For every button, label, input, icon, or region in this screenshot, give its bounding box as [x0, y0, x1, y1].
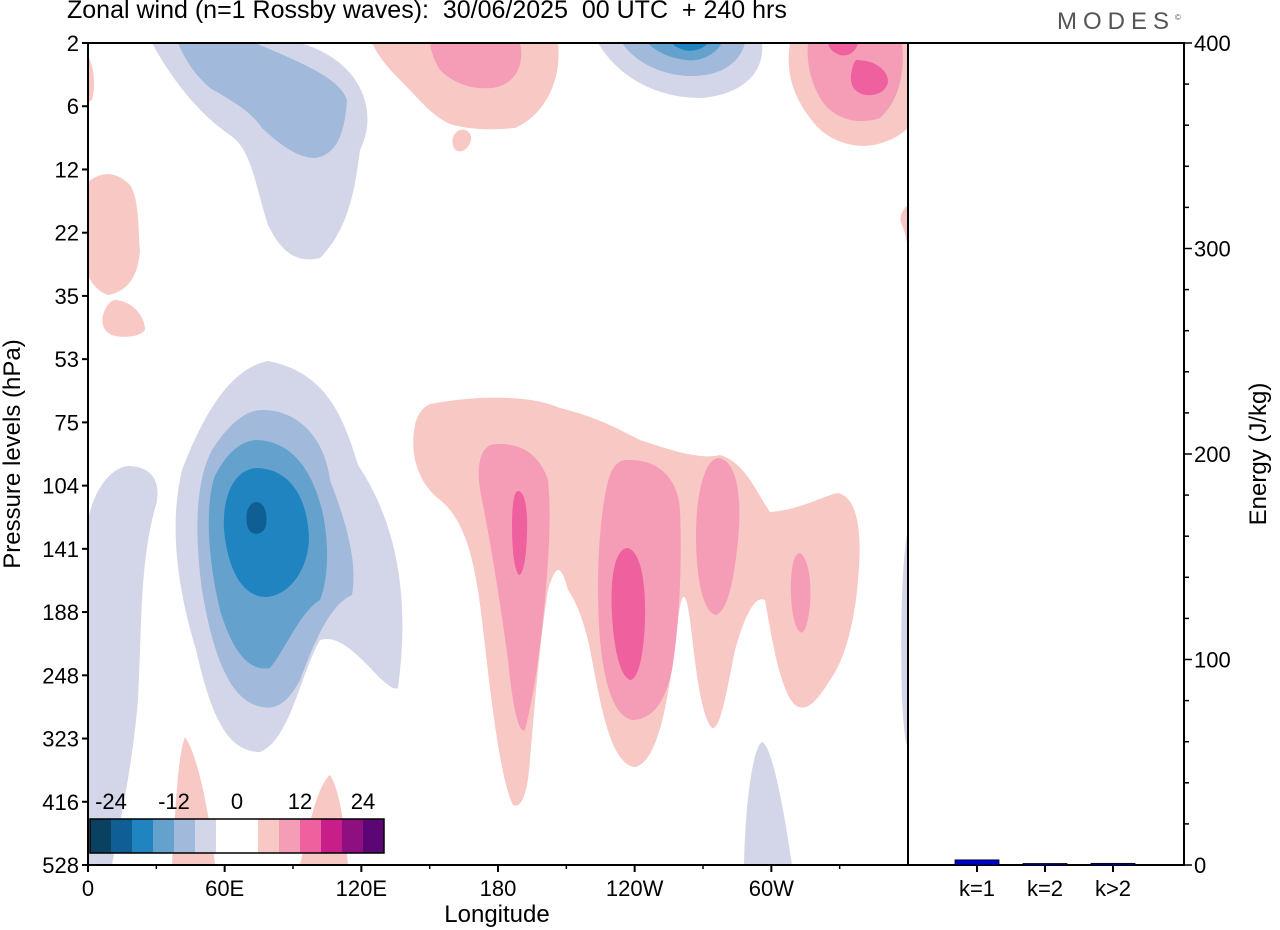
y-tick-label: 6: [67, 94, 79, 119]
contour-positive-lev2d: [790, 553, 811, 633]
brand-text: MODES: [1057, 8, 1176, 35]
contour-negative-west-band: [88, 466, 158, 865]
colorbar-tick-label: -12: [158, 789, 190, 814]
colorbar-swatch: [279, 819, 300, 853]
contour-negative-tr-lev3: [648, 43, 722, 61]
y-tick-label: 528: [42, 853, 79, 878]
energy-category-label: k=2: [1027, 876, 1063, 901]
y-tick-label: 22: [55, 221, 79, 246]
x-tick-label: 180: [480, 876, 517, 901]
y-tick-label: 416: [42, 790, 79, 815]
colorbar-swatch: [153, 819, 174, 853]
chart-title: Zonal wind (n=1 Rossby waves): 30/06/202…: [67, 0, 787, 24]
colorbar-swatch: [111, 819, 132, 853]
colorbar-tick-label: -24: [95, 789, 127, 814]
y-tick-label: 104: [42, 474, 79, 499]
y-tick-label: 35: [55, 284, 79, 309]
x-tick-label: 60W: [749, 876, 794, 901]
contour-field: [88, 43, 908, 865]
energy-bar: [1090, 862, 1136, 866]
colorbar-swatch: [90, 819, 111, 853]
colorbar-tick-label: 0: [231, 789, 243, 814]
contour-negative-sfc: [744, 742, 792, 865]
colorbar-swatch: [363, 819, 384, 853]
contour-negative-east-edge: [901, 528, 908, 748]
energy-bar: [1022, 863, 1068, 866]
contour-positive-lev3b: [611, 548, 646, 680]
y-tick-label: 141: [42, 537, 79, 562]
x-axis-title: Longitude: [444, 901, 549, 928]
contour-negative-strat-lev2: [178, 43, 347, 158]
longitude-axis: 0 60E 120E 180 120W 60W: [82, 865, 841, 901]
colorbar-swatch: [258, 819, 279, 853]
contour-positive-west-top: [88, 55, 95, 102]
colorbar-tick-label: 12: [288, 789, 312, 814]
y-axis-title: Pressure levels (hPa): [0, 339, 26, 568]
contour-positive-strat2-top: [828, 43, 858, 56]
contour-positive-west-upper: [88, 174, 140, 295]
energy-tick-label: 300: [1194, 237, 1231, 262]
colorbar-swatch: [300, 819, 321, 853]
x-tick-label: 120E: [336, 876, 387, 901]
energy-tick-label: 400: [1194, 31, 1231, 56]
brand-logo: MODES©: [1057, 8, 1181, 35]
y-tick-label: 53: [55, 347, 79, 372]
y-tick-label: 188: [42, 600, 79, 625]
x-tick-label: 0: [82, 876, 94, 901]
x-tick-label: 120W: [606, 876, 664, 901]
colorbar: -24 -12 0 12 24: [89, 789, 385, 854]
contour-positive-strat2-lev3: [850, 60, 888, 96]
colorbar-swatch: [342, 819, 363, 853]
energy-bar: [954, 859, 1000, 866]
contour-positive-east-edge: [900, 205, 908, 255]
energy-panel-frame: [907, 42, 1185, 866]
pressure-axis: 2 6 12 22 35 53 75 104 141 188 248 323 416 528: [42, 31, 88, 878]
energy-category-label: k>2: [1095, 876, 1131, 901]
contour-negative-lev5: [246, 502, 267, 534]
contour-positive-strat-dot: [452, 129, 472, 152]
energy-tick-label: 100: [1194, 648, 1231, 673]
colorbar-swatch: [195, 819, 216, 853]
colorbar-swatch: [132, 819, 153, 853]
contour-positive-west-lower: [102, 300, 145, 337]
colorbar-swatch: [237, 819, 258, 853]
y-tick-label: 248: [42, 663, 79, 688]
energy-axis-title: Energy (J/kg): [1245, 383, 1272, 526]
contour-negative-lev4: [223, 468, 309, 597]
colorbar-tick-label: 24: [351, 789, 375, 814]
energy-tick-label: 0: [1194, 853, 1206, 878]
y-tick-label: 12: [55, 157, 79, 182]
energy-category-label: k=1: [959, 876, 995, 901]
colorbar-swatch: [321, 819, 342, 853]
y-tick-label: 2: [67, 31, 79, 56]
contour-positive-lev2c: [696, 458, 740, 615]
energy-axis: 0 100 200 300 400: [1184, 31, 1231, 878]
energy-tick-label: 200: [1194, 442, 1231, 467]
contour-negative-tr-lev4: [672, 43, 708, 51]
contour-positive-lev2a: [478, 444, 550, 731]
colorbar-swatch: [216, 819, 237, 853]
energy-bars: k=1 k=2 k>2: [954, 859, 1136, 901]
colorbar-swatch: [174, 819, 195, 853]
colorbar-frame: [89, 818, 385, 854]
contour-positive-lev3a: [512, 491, 528, 575]
y-tick-label: 323: [42, 727, 79, 752]
y-tick-label: 75: [55, 410, 79, 435]
contour-positive-strat-lev2: [430, 43, 522, 89]
x-tick-label: 60E: [205, 876, 244, 901]
